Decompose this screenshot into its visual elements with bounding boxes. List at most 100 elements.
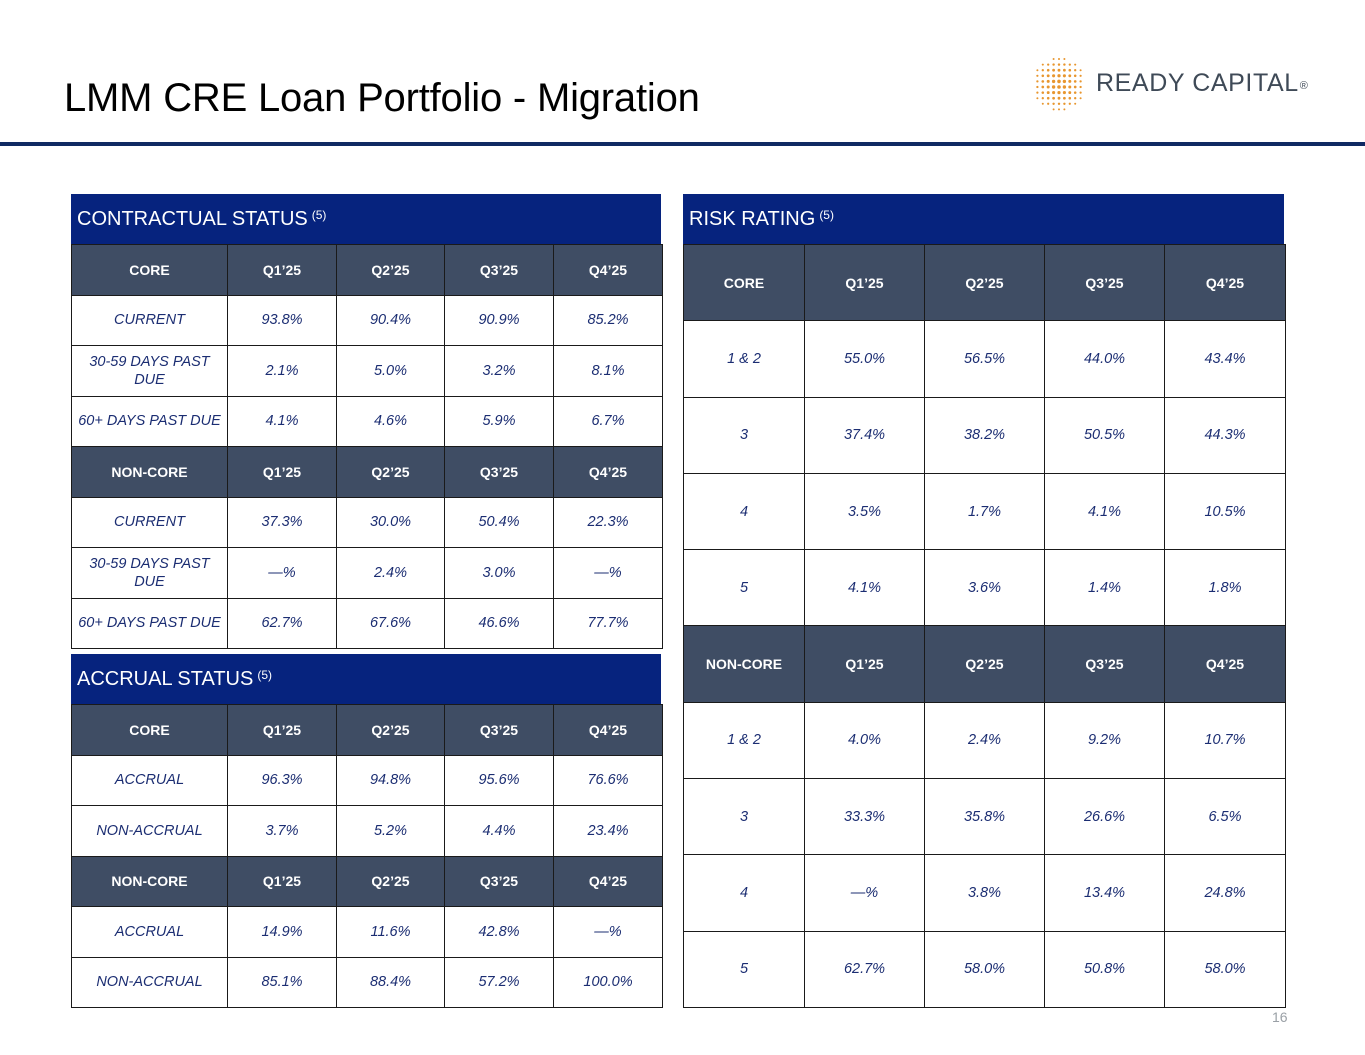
logo-dot [1074, 97, 1077, 100]
value-cell: 23.4% [553, 805, 663, 857]
footnote-ref: (5) [311, 208, 327, 222]
value-cell: 93.8% [227, 294, 337, 346]
company-logo: READY CAPITAL® [1028, 56, 1328, 112]
contractual-status-table: CORE Q1’25 Q2’25 Q3’25 Q4’25 CURRENT 93.8% 90.4… [71, 244, 663, 649]
table-row: 5 62.7% 58.0% 50.8% 58.0% [683, 930, 1286, 1008]
value-cell: 96.3% [227, 754, 337, 806]
value-cell: 9.2% [1044, 701, 1165, 780]
logo-dot [1074, 63, 1077, 66]
value-cell: 43.4% [1164, 320, 1286, 398]
value-cell: 6.5% [1164, 778, 1286, 856]
quarter-column-header: Q2’25 [336, 244, 445, 296]
quarter-column-header: Q3’25 [444, 244, 554, 296]
logo-dot [1041, 63, 1044, 66]
logo-dot [1052, 91, 1056, 95]
logo-dot [1052, 108, 1055, 111]
value-cell: 37.3% [227, 496, 337, 548]
quarter-column-header: Q4’25 [1164, 625, 1286, 703]
logo-dot [1079, 85, 1082, 89]
logo-dot [1057, 63, 1061, 66]
table-row: 60+ DAYS PAST DUE 62.7% 67.6% 46.6% 77.7% [71, 597, 663, 649]
value-cell: —% [804, 854, 925, 932]
table-row: NON-ACCRUAL 3.7% 5.2% 4.4% 23.4% [71, 805, 663, 857]
value-cell: 62.7% [804, 930, 925, 1008]
quarter-column-header: Q2’25 [336, 855, 445, 907]
noncore-group-label: NON-CORE [683, 625, 805, 703]
value-cell: 1.8% [1164, 549, 1286, 627]
logo-dot [1073, 80, 1077, 83]
logo-dot [1036, 85, 1039, 89]
logo-dot [1052, 102, 1055, 105]
logo-dot [1051, 85, 1056, 89]
value-cell: 55.0% [804, 320, 925, 398]
table-row: CURRENT 93.8% 90.4% 90.9% 85.2% [71, 294, 663, 346]
value-cell: 14.9% [227, 906, 337, 958]
logo-dot [1052, 63, 1055, 66]
value-cell: 6.7% [553, 395, 663, 447]
value-cell: —% [553, 906, 663, 958]
value-cell: 4.1% [804, 549, 925, 627]
table-row: NON-ACCRUAL 85.1% 88.4% 57.2% 100.0% [71, 956, 663, 1008]
value-cell: 95.6% [444, 754, 554, 806]
quarter-column-header: Q4’25 [553, 244, 663, 296]
logo-dot [1052, 96, 1055, 100]
row-label-5: 5 [683, 549, 805, 627]
noncore-group-label: NON-CORE [71, 855, 228, 907]
logo-dot [1036, 74, 1039, 77]
value-cell: 1.4% [1044, 549, 1165, 627]
logo-dot [1036, 97, 1039, 100]
table-row: 60+ DAYS PAST DUE 4.1% 4.6% 5.9% 6.7% [71, 395, 663, 447]
row-label-current: CURRENT [71, 496, 228, 548]
logo-dot [1041, 85, 1045, 89]
value-cell: 35.8% [924, 778, 1045, 856]
logo-dot [1068, 68, 1072, 72]
value-cell: 57.2% [444, 956, 554, 1008]
logo-dot [1074, 69, 1077, 72]
table-row: 3 33.3% 35.8% 26.6% 6.5% [683, 778, 1286, 856]
table-row: 4 —% 3.8% 13.4% 24.8% [683, 854, 1286, 932]
value-cell: 56.5% [924, 320, 1045, 398]
logo-dot [1046, 96, 1050, 100]
value-cell: 2.4% [924, 701, 1045, 780]
logo-dot [1068, 85, 1072, 89]
quarter-column-header: Q3’25 [444, 446, 554, 498]
logo-wordmark: READY CAPITAL [1096, 69, 1299, 97]
title-divider [0, 142, 1365, 146]
logo-dot [1068, 63, 1071, 66]
logo-dot [1068, 74, 1072, 78]
logo-dot [1057, 68, 1061, 72]
value-cell: —% [227, 547, 337, 599]
logo-dot [1062, 85, 1067, 89]
value-cell: 85.1% [227, 956, 337, 1008]
value-cell: 3.7% [227, 805, 337, 857]
logo-dot [1041, 102, 1044, 105]
value-cell: 10.5% [1164, 472, 1286, 551]
logo-dot [1047, 102, 1050, 105]
core-group-label: CORE [71, 704, 228, 756]
noncore-header-row: NON-CORE Q1’25 Q2’25 Q3’25 Q4’25 [71, 855, 663, 907]
value-cell: 22.3% [553, 496, 663, 548]
logo-dot [1063, 96, 1066, 100]
value-cell: —% [553, 547, 663, 599]
table-row: 3 37.4% 38.2% 50.5% 44.3% [683, 396, 1286, 474]
row-label-accrual: ACCRUAL [71, 754, 228, 806]
logo-dot [1052, 74, 1056, 78]
accrual-status-title: ACCRUAL STATUS [77, 667, 254, 690]
quarter-column-header: Q1’25 [804, 243, 925, 322]
row-label-5: 5 [683, 930, 805, 1008]
table-row: 30-59 DAYS PAST DUE 2.1% 5.0% 3.2% 8.1% [71, 345, 663, 397]
logo-dot [1057, 74, 1061, 78]
core-header-row: CORE Q1’25 Q2’25 Q3’25 Q4’25 [71, 704, 663, 756]
logo-dot [1041, 74, 1045, 78]
logo-dot [1057, 91, 1061, 95]
logo-dot [1068, 102, 1071, 105]
value-cell: 3.0% [444, 547, 554, 599]
value-cell: 46.6% [444, 597, 554, 649]
value-cell: 10.7% [1164, 701, 1286, 780]
logo-dot [1036, 80, 1039, 83]
risk-rating-table: CORE Q1’25 Q2’25 Q3’25 Q4’25 1 & 2 55.0% 56.5% 4… [683, 243, 1286, 1008]
value-cell: 88.4% [336, 956, 445, 1008]
logo-dot [1073, 85, 1077, 89]
value-cell: 4.4% [444, 805, 554, 857]
logo-dot [1046, 79, 1050, 83]
